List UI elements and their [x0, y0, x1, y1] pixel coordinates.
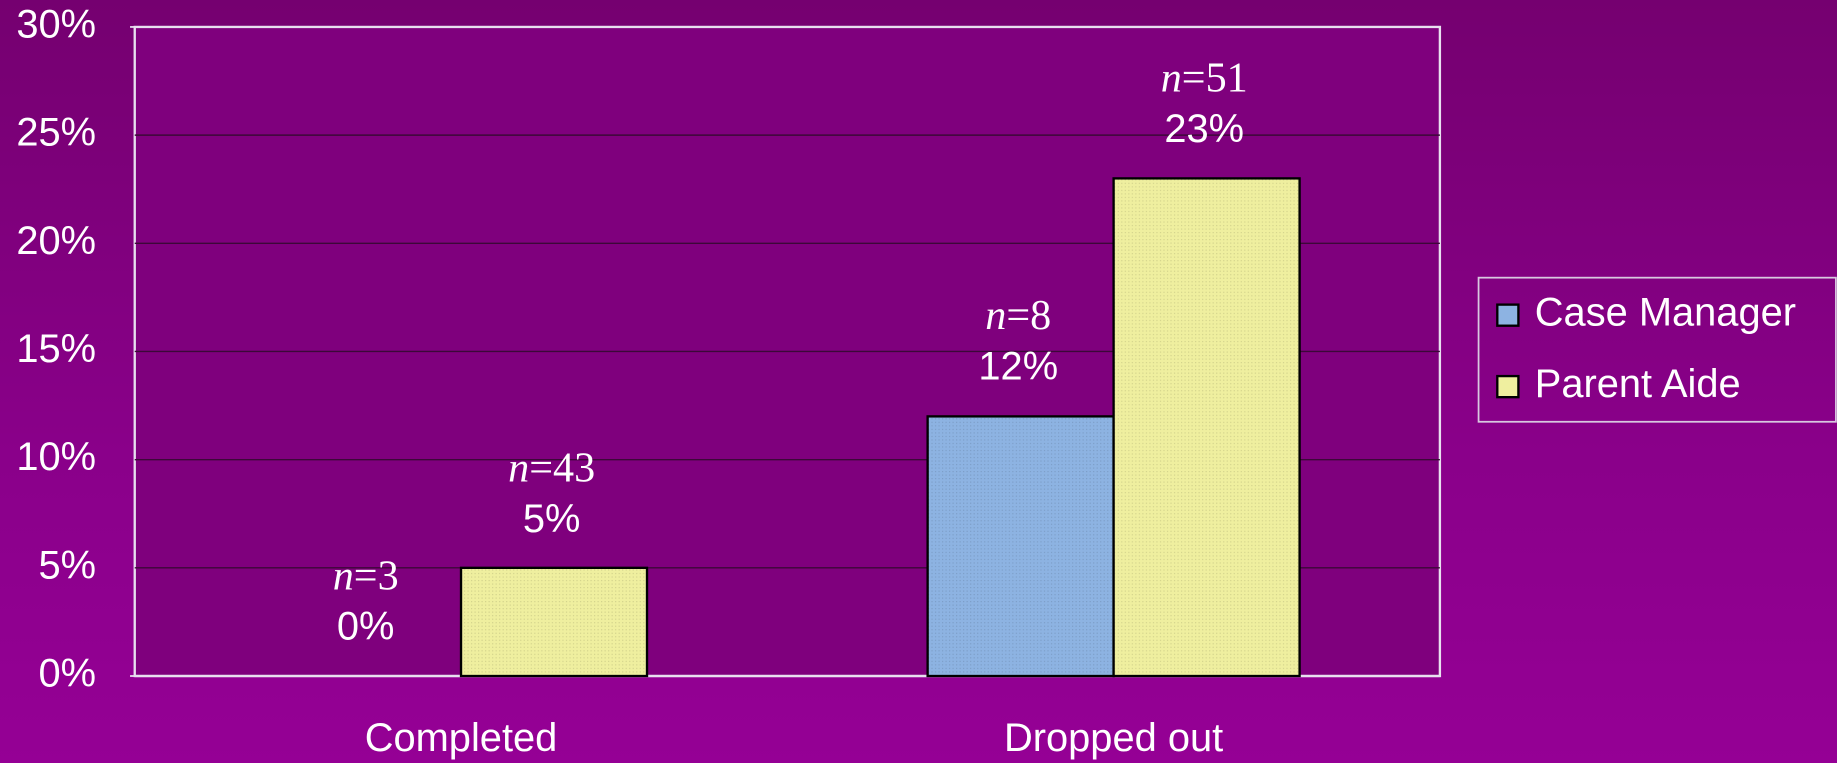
bar: [926, 415, 1115, 678]
y-tick-label: 10%: [16, 435, 96, 479]
value-label: 0%: [336, 604, 395, 650]
bar: [1112, 177, 1301, 678]
y-tick-label: 0%: [38, 652, 96, 696]
value-label: 5%: [522, 496, 581, 541]
n-label: n=51: [1160, 54, 1248, 102]
y-tick-label: 5%: [38, 543, 96, 587]
n-label: n=3: [332, 551, 399, 599]
bar: [459, 566, 649, 678]
y-tick-label: 30%: [16, 2, 96, 46]
x-tick-label: Dropped out: [1004, 716, 1223, 760]
y-tick-label: 15%: [16, 327, 96, 371]
legend-swatch: [1496, 374, 1520, 399]
legend-swatch: [1496, 303, 1520, 327]
x-tick-label: Completed: [365, 716, 558, 760]
y-tick-label: 25%: [16, 111, 96, 155]
legend-label: Parent Aide: [1535, 362, 1741, 406]
n-label: n=8: [985, 292, 1052, 340]
y-tick-label: 20%: [16, 219, 96, 263]
value-label: 23%: [1164, 106, 1245, 152]
legend-box: [1477, 276, 1837, 423]
n-label: n=43: [508, 443, 596, 491]
value-label: 12%: [978, 344, 1059, 390]
legend-label: Case Manager: [1535, 291, 1796, 335]
